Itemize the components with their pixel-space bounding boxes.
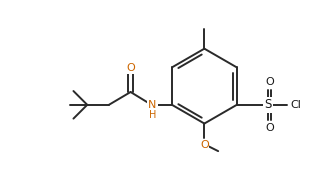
- Text: N: N: [148, 100, 156, 110]
- Text: Cl: Cl: [290, 100, 301, 110]
- Text: O: O: [200, 140, 209, 150]
- Text: H: H: [149, 110, 156, 120]
- Text: O: O: [126, 63, 135, 73]
- Text: S: S: [265, 98, 272, 111]
- Text: O: O: [265, 123, 274, 133]
- Text: O: O: [265, 77, 274, 87]
